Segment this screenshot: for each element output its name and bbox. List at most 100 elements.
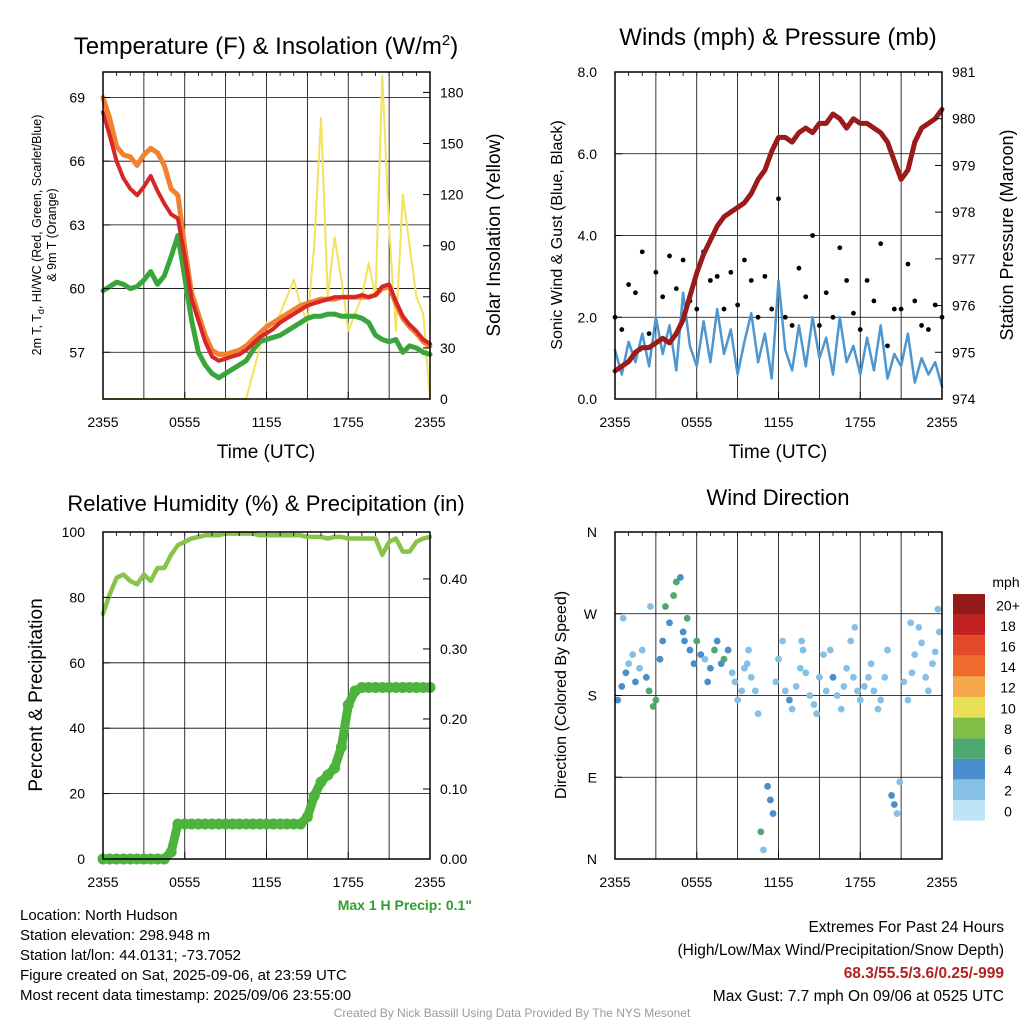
- colorbar-label: 18: [1000, 618, 1016, 634]
- humidity-xtick-label: 1755: [333, 874, 364, 890]
- colorbar-title: mph: [992, 574, 1019, 590]
- direction-point: [704, 678, 712, 686]
- colorbar-swatch: [953, 717, 985, 739]
- direction-point: [820, 651, 827, 659]
- winds-ytick-label-right: 980: [952, 111, 976, 127]
- direction-ytick-label: S: [588, 688, 597, 704]
- figure-created: Figure created on Sat, 2025-09-06, at 23…: [20, 967, 347, 984]
- winds-series: [612, 106, 945, 388]
- direction-point: [745, 646, 752, 654]
- gust-point: [844, 278, 850, 283]
- temperature-ylabel-line2: & 9m T (Orange): [45, 188, 59, 281]
- direction-point: [728, 669, 736, 677]
- direction-point: [881, 673, 889, 681]
- direction-point: [769, 810, 777, 817]
- direction-xtick-label: 2355: [599, 874, 630, 890]
- temperature-xtick-label: 2355: [87, 414, 118, 430]
- winds-ytick-label-right: 978: [952, 204, 976, 220]
- precipitation-point: [342, 699, 354, 711]
- direction-point: [679, 628, 687, 636]
- speed-colorbar: 0 2 4 6 8 10 12 14 16 18 20+: [953, 594, 1020, 821]
- direction-xtick-label: 0555: [681, 874, 712, 890]
- temperature-xtick-label: 1755: [333, 414, 364, 430]
- temperature-grid: [103, 72, 430, 399]
- direction-ytick-label: N: [587, 524, 597, 540]
- direction-point: [618, 683, 626, 690]
- direction-point: [645, 687, 653, 695]
- gust-point: [816, 323, 822, 328]
- direction-title: Wind Direction: [706, 485, 849, 510]
- direction-point: [681, 637, 688, 645]
- direction-ytick-label: W: [584, 606, 598, 622]
- humidity-ytick-label-right: 0.00: [440, 851, 467, 867]
- gust-point: [694, 306, 700, 312]
- gust-point: [769, 306, 775, 312]
- direction-point: [738, 687, 746, 695]
- direction-point: [659, 637, 667, 645]
- direction-point: [854, 687, 861, 695]
- precipitation-point: [335, 741, 347, 753]
- humidity-xtick-label: 2355: [414, 874, 445, 890]
- direction-point: [670, 592, 677, 599]
- direction-point: [900, 678, 908, 686]
- direction-point: [697, 651, 705, 659]
- direction-point: [638, 646, 646, 654]
- direction-point: [798, 637, 806, 645]
- direction-point: [802, 669, 810, 677]
- colorbar-swatch: [953, 800, 985, 821]
- gust-point: [864, 278, 870, 283]
- direction-point: [672, 578, 680, 586]
- winds-xtick-label: 2355: [926, 414, 957, 430]
- temperature-axes: 2355 0555 1155 1755 2355 57 60 63 66 69 0 30 60 90 120…: [69, 72, 464, 430]
- extremes-title: Extremes For Past 24 Hours: [808, 919, 1004, 936]
- colorbar-label: 16: [1000, 639, 1016, 655]
- gust-point: [680, 257, 686, 263]
- humidity-axes: 2355 0555 1155 1755 23550204060801000.000.10…: [62, 524, 468, 890]
- direction-point: [701, 655, 709, 663]
- max-gust: Max Gust: 7.7 mph On 09/06 at 0525 UTC: [712, 988, 1004, 1005]
- direction-point: [636, 664, 643, 672]
- direction-point: [874, 705, 882, 713]
- gust-point: [925, 327, 931, 332]
- direction-point: [922, 673, 930, 681]
- direction-point: [890, 801, 898, 808]
- gust-point: [782, 314, 788, 320]
- direction-point: [652, 696, 660, 704]
- direction-point: [743, 660, 751, 668]
- gust-point: [755, 314, 761, 320]
- direction-point: [860, 683, 868, 690]
- extremes-box: Extremes For Past 24 Hours (High/Low/Max…: [678, 916, 1005, 1008]
- direction-point: [888, 792, 895, 799]
- direction-xtick-label: 2355: [926, 874, 957, 890]
- direction-ylabel: Direction (Colored By Speed): [553, 591, 570, 799]
- direction-point: [896, 778, 904, 786]
- direction-point: [690, 660, 698, 668]
- direction-point: [810, 701, 818, 708]
- direction-point: [766, 796, 774, 804]
- direction-point: [619, 614, 627, 622]
- colorbar-swatch: [953, 779, 985, 800]
- gust-point: [626, 282, 632, 287]
- temperature-ytick-label-right: 0: [440, 391, 448, 407]
- gust-point: [878, 241, 884, 247]
- direction-point: [843, 664, 851, 672]
- direction-point: [840, 683, 848, 690]
- gust-point: [667, 253, 672, 259]
- gust-point: [619, 327, 625, 332]
- winds-grid: [615, 72, 942, 399]
- direction-point: [935, 628, 943, 636]
- precipitation-point: [165, 846, 177, 858]
- direction-point: [622, 669, 630, 677]
- direction-point: [724, 646, 732, 654]
- gust-point: [789, 323, 795, 328]
- winds-ytick-label-right: 981: [952, 64, 976, 80]
- gust-point: [871, 298, 877, 304]
- temperature-xlabel: Time (UTC): [217, 442, 316, 463]
- direction-point: [747, 673, 755, 681]
- direction-point: [870, 687, 878, 695]
- precipitation-point: [308, 790, 320, 802]
- winds-xtick-label: 1155: [763, 414, 793, 430]
- direction-point: [929, 660, 936, 668]
- gust-point: [830, 314, 836, 320]
- temp-2m-line: [101, 110, 432, 363]
